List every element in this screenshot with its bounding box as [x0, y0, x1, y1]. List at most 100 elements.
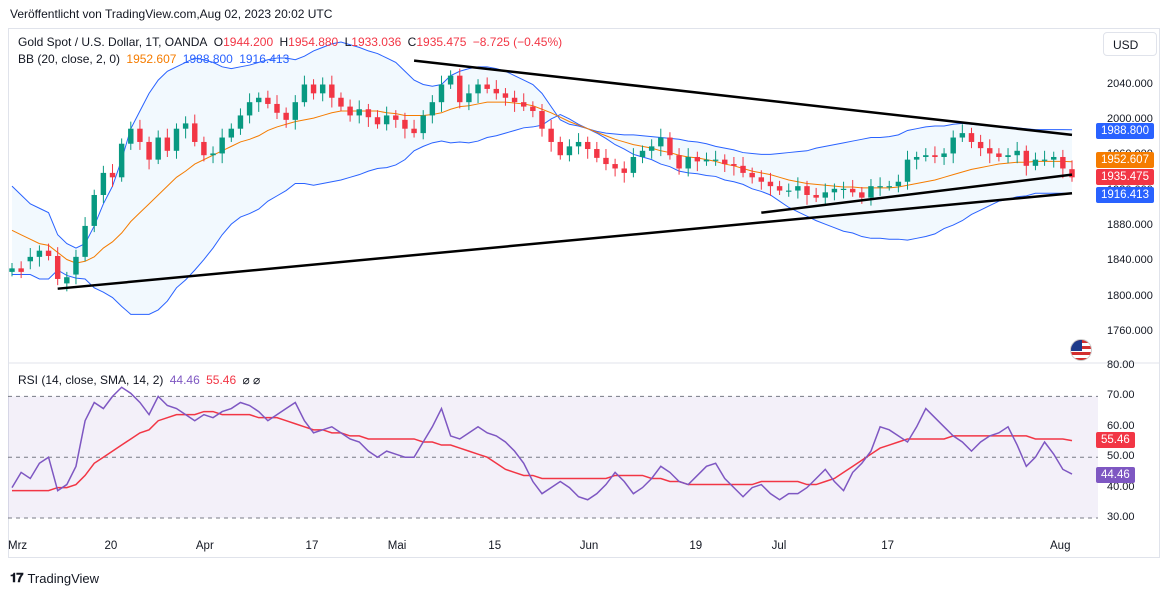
price-tick-label: 1800.000 [1107, 289, 1153, 302]
candle-body [475, 84, 481, 94]
candle-body [319, 84, 326, 94]
candle-body [36, 250, 43, 257]
candle-body [402, 119, 408, 129]
candle-body [64, 277, 70, 284]
candle-body [932, 155, 938, 157]
rsi-sma-value: 55.46 [206, 373, 237, 387]
candle-body [429, 102, 436, 116]
candle-body [740, 165, 746, 173]
price-tick-label: 2000.000 [1107, 112, 1153, 125]
candle-body [310, 84, 317, 94]
candle-body [73, 256, 79, 275]
trendline-support [57, 191, 1073, 290]
candle-body [786, 190, 792, 192]
candle-body [886, 186, 892, 188]
rsi-tick-label: 80.00 [1107, 359, 1135, 371]
price-tag: 1952.607 [1096, 152, 1154, 168]
time-tick-label: Jul [771, 540, 787, 552]
candle-body [941, 153, 947, 157]
candle-body [137, 128, 143, 142]
tradingview-logo-icon: 𝟏𝟕 [10, 570, 24, 585]
candle-body [840, 188, 847, 191]
candle-body [274, 103, 280, 113]
price-tick-label: 1880.000 [1107, 218, 1153, 231]
candle-body [648, 146, 655, 151]
us-flag-icon[interactable] [1070, 339, 1092, 361]
close-label: C [407, 35, 417, 49]
candle-body [100, 172, 107, 195]
candle-body [164, 137, 171, 151]
candle-body [548, 128, 554, 142]
candle-body [511, 97, 518, 103]
price-tick-label: 1760.000 [1107, 325, 1153, 337]
candle-body [265, 97, 271, 104]
candle-body [913, 156, 920, 160]
rsi-line [11, 386, 1073, 501]
bb-upper-line [11, 41, 1073, 249]
candle-body [210, 153, 216, 156]
candle-body [758, 177, 765, 182]
candle-body [201, 141, 207, 156]
candle-body [1005, 155, 1011, 157]
candle-body [566, 146, 573, 156]
candle-body [82, 225, 88, 257]
candle-body [329, 84, 335, 98]
open-label: O [213, 35, 224, 49]
candle-body [228, 128, 235, 138]
candle-body [676, 155, 682, 169]
candle-body [1032, 159, 1039, 166]
rsi-icons[interactable]: ⌀ ⌀ [242, 373, 261, 387]
candle-body [54, 255, 61, 279]
candle-body [1069, 169, 1075, 178]
candle-body [987, 148, 993, 154]
candle-body [959, 133, 966, 138]
candle-body [539, 111, 545, 129]
candle-body [977, 141, 984, 149]
time-tick-label: 15 [488, 540, 502, 552]
rsi-tick-label: 50.00 [1107, 450, 1135, 463]
candle-body [877, 186, 883, 188]
candle-body [557, 141, 563, 156]
tradingview-brand[interactable]: 𝟏𝟕 TradingView [10, 570, 99, 586]
bb-label[interactable]: BB (20, close, 2, 0) [18, 52, 121, 66]
close-value: 1935.475 [416, 35, 467, 49]
candle-body [256, 97, 262, 103]
price-tick-label: 2040.000 [1107, 77, 1153, 90]
candle-body [630, 156, 637, 173]
candle-body [968, 133, 975, 142]
candle-body [694, 156, 701, 162]
low-value: 1933.036 [351, 35, 402, 49]
candle-body [27, 256, 33, 262]
candle-body [868, 186, 874, 198]
change-value: −8.725 (−0.45%) [472, 35, 563, 49]
candle-body [767, 181, 774, 187]
candle-body [904, 159, 911, 182]
candle-body [192, 123, 198, 142]
currency-button[interactable]: USD [1103, 32, 1157, 56]
high-value: 1954.880 [288, 35, 339, 49]
open-value: 1944.200 [223, 35, 274, 49]
candle-body [18, 268, 24, 272]
rsi-sma-line [12, 410, 1073, 492]
candle-body [128, 128, 134, 144]
candle-body [411, 128, 417, 134]
low-label: L [344, 35, 352, 49]
candle-body [393, 115, 399, 120]
candle-body [237, 115, 244, 129]
candle-body [246, 102, 253, 116]
candle-body [493, 88, 500, 94]
candle-body [795, 186, 801, 191]
candle-body [356, 109, 362, 116]
candle-body [621, 168, 627, 173]
rsi-label[interactable]: RSI (14, close, SMA, 14, 2) [18, 373, 164, 387]
candle-body [91, 194, 97, 226]
candle-body [1060, 156, 1066, 169]
candle-body [831, 188, 838, 193]
candle-body [804, 186, 810, 195]
price-tag: 1916.413 [1096, 187, 1154, 203]
candle-body [685, 156, 691, 169]
brand-name: TradingView [27, 570, 100, 586]
bb-upper-value: 1988.800 [182, 52, 233, 66]
symbol-title[interactable]: Gold Spot / U.S. Dollar, 1T, OANDA [18, 35, 208, 49]
